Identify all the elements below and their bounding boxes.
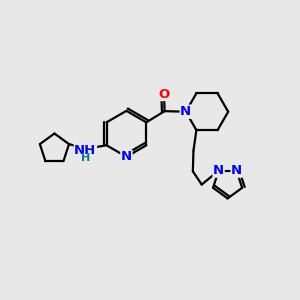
Text: N: N [180, 105, 191, 118]
Text: H: H [81, 153, 90, 163]
Text: N: N [213, 164, 224, 177]
Text: N: N [121, 150, 132, 163]
Text: NH: NH [74, 144, 97, 157]
Text: O: O [158, 88, 169, 100]
Text: N: N [231, 164, 242, 177]
